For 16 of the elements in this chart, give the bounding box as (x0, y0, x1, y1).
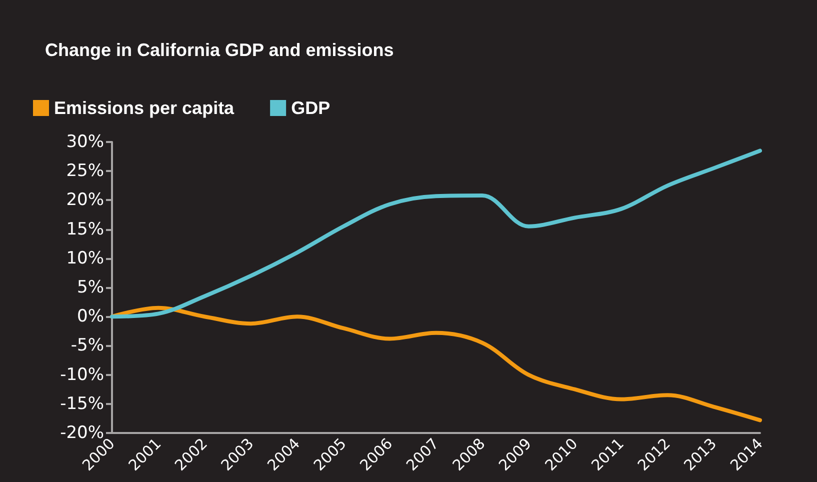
y-tick-label: 15% (66, 219, 104, 240)
legend-label: GDP (291, 98, 330, 118)
y-tick-label: -20% (60, 423, 104, 443)
y-tick-label: -5% (70, 336, 104, 356)
y-tick-label: 20% (66, 190, 104, 210)
y-tick-label: -10% (60, 364, 104, 385)
line-series (110, 306, 762, 422)
legend-label: Emissions per capita (54, 98, 236, 118)
chart-title: Change in California GDP and emissions (45, 40, 394, 60)
line-series (110, 148, 762, 319)
y-tick-label: 25% (66, 161, 104, 182)
y-tick-label: 30% (66, 132, 104, 152)
y-tick-label: -15% (60, 394, 104, 414)
y-tick-label: 10% (66, 248, 104, 268)
y-tick-label: 5% (77, 278, 104, 298)
y-tick-label: 0% (77, 306, 104, 327)
